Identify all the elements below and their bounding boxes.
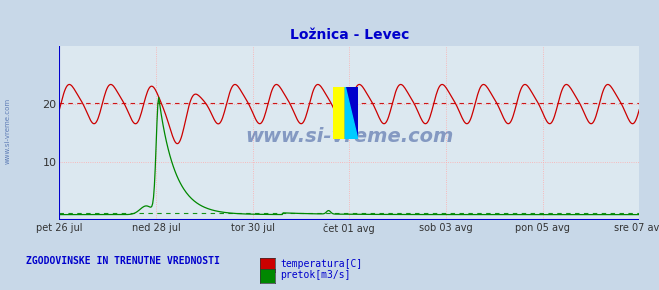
Title: Ložnica - Levec: Ložnica - Levec <box>289 28 409 42</box>
Text: www.si-vreme.com: www.si-vreme.com <box>5 97 11 164</box>
Text: temperatura[C]: temperatura[C] <box>280 259 362 269</box>
Bar <box>333 87 345 139</box>
Text: pretok[m3/s]: pretok[m3/s] <box>280 270 351 280</box>
Bar <box>345 87 358 139</box>
Polygon shape <box>345 87 358 139</box>
Text: ZGODOVINSKE IN TRENUTNE VREDNOSTI: ZGODOVINSKE IN TRENUTNE VREDNOSTI <box>26 256 220 266</box>
Text: www.si-vreme.com: www.si-vreme.com <box>245 127 453 146</box>
